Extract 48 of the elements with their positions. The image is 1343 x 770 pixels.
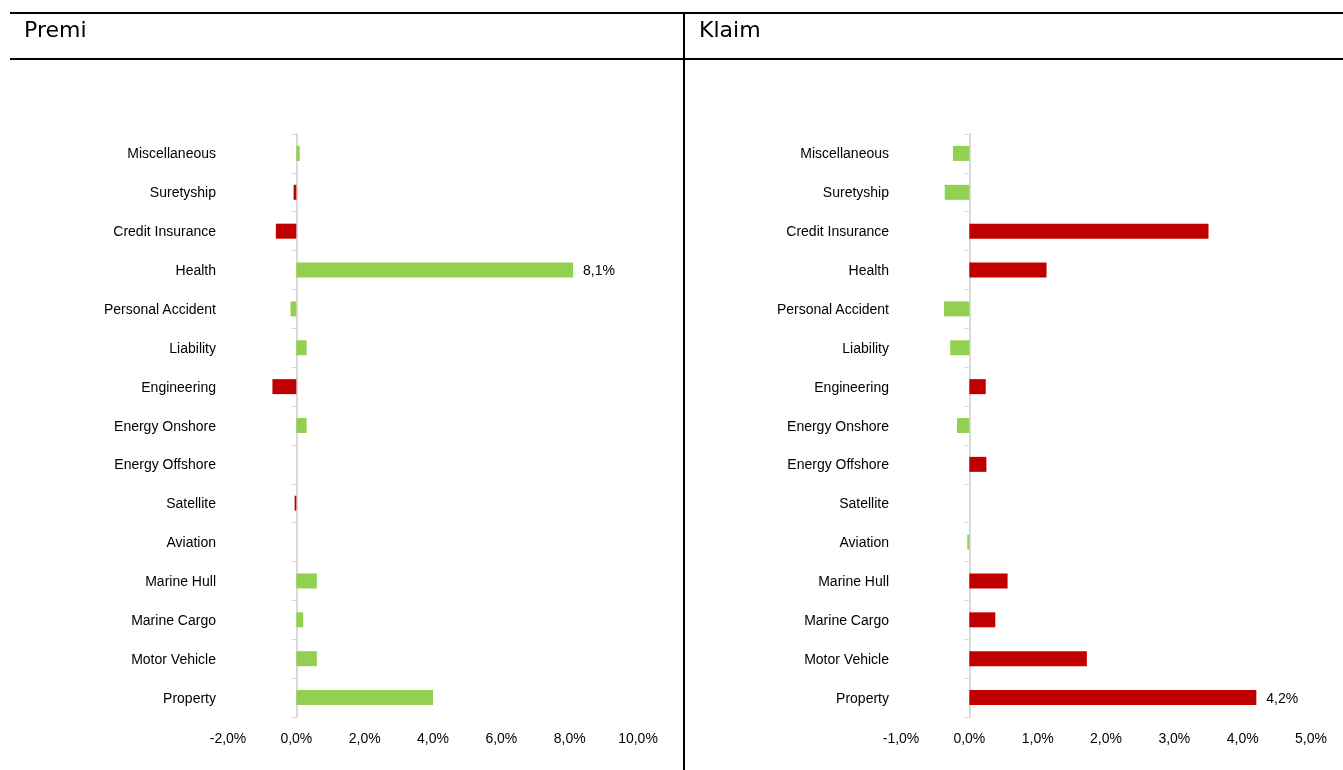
x-tick-label: -2,0%	[209, 730, 247, 746]
y-tick-label: Personal Accident	[776, 300, 890, 317]
x-tick-label: 8,0%	[553, 730, 586, 746]
x-tick-label: 4,0%	[417, 730, 449, 746]
y-tick-label: Suretyship	[822, 184, 890, 201]
x-tick-label: 1,0%	[1021, 730, 1054, 746]
y-tick-label: Energy Onshore	[787, 417, 890, 434]
y-tick-label: Health	[175, 262, 216, 279]
x-tick-label: 2,0%	[348, 730, 381, 746]
x-tick-label: 6,0%	[485, 730, 518, 746]
y-tick-label: Credit Insurance	[786, 223, 890, 240]
y-tick-label: Miscellaneous	[127, 145, 216, 162]
x-tick-label: 0,0%	[953, 730, 986, 746]
y-tick-label: Engineering	[141, 378, 216, 395]
y-tick-label: Property	[163, 689, 216, 706]
y-tick-label: Suretyship	[149, 184, 217, 201]
data-label: 4,2%	[1266, 689, 1299, 706]
y-tick-label: Marine Hull	[145, 572, 216, 589]
x-tick-label: 0,0%	[280, 730, 313, 746]
y-tick-label: Marine Cargo	[804, 611, 890, 628]
y-tick-label: Energy Offshore	[114, 456, 217, 473]
y-tick-label: Property	[836, 689, 889, 706]
y-tick-label: Health	[848, 262, 889, 279]
y-tick-label: Motor Vehicle	[804, 650, 890, 667]
x-tick-label: -1,0%	[882, 730, 920, 746]
chart-title: Premi	[24, 17, 87, 42]
data-label: 8,1%	[583, 262, 616, 279]
chart-title: Klaim	[699, 17, 761, 42]
y-tick-label: Credit Insurance	[113, 223, 217, 240]
y-tick-label: Aviation	[166, 534, 216, 551]
y-tick-label: Energy Onshore	[114, 417, 217, 434]
y-tick-label: Satellite	[166, 495, 217, 512]
x-tick-label: 10,0%	[618, 730, 658, 746]
y-tick-label: Miscellaneous	[800, 145, 889, 162]
y-tick-label: Liability	[842, 339, 889, 356]
y-tick-label: Liability	[169, 339, 216, 356]
y-tick-label: Marine Hull	[818, 572, 889, 589]
y-tick-label: Marine Cargo	[131, 611, 217, 628]
y-tick-label: Engineering	[814, 378, 889, 395]
y-tick-label: Energy Offshore	[787, 456, 890, 473]
y-tick-label: Personal Accident	[103, 300, 217, 317]
x-tick-label: 5,0%	[1295, 730, 1327, 746]
y-tick-label: Aviation	[839, 534, 889, 551]
x-tick-label: 3,0%	[1158, 730, 1191, 746]
x-tick-label: 4,0%	[1226, 730, 1259, 746]
x-tick-label: 2,0%	[1090, 730, 1122, 746]
y-tick-label: Satellite	[839, 495, 890, 512]
y-tick-label: Motor Vehicle	[131, 650, 217, 667]
